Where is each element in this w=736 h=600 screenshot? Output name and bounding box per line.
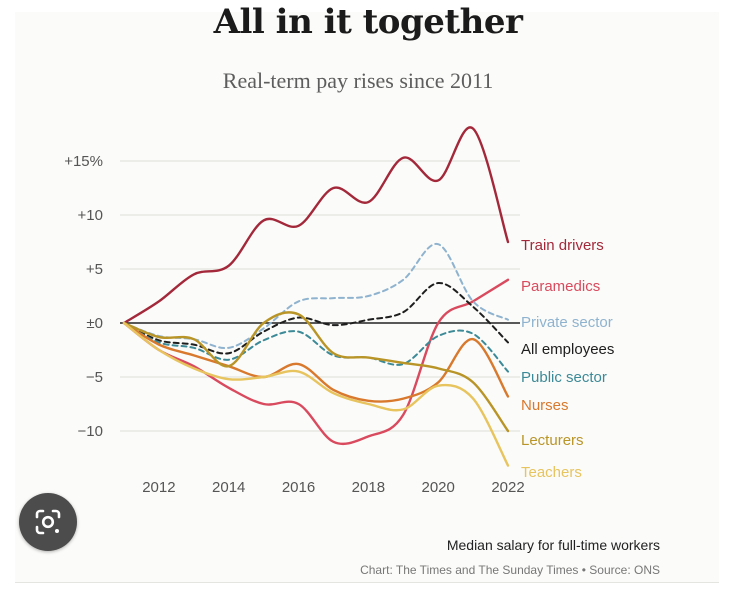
x-tick-label: 2014 [212, 479, 245, 496]
series-line-teachers [122, 321, 510, 467]
y-tick-label: ±0 [86, 315, 103, 332]
series-line-lecturers [122, 311, 510, 433]
chart-subtitle: Real-term pay rises since 2011 [222, 68, 494, 93]
y-tick-label: +5 [86, 261, 103, 278]
series-label-nurses: Nurses [521, 397, 569, 414]
series-line-all-employees [123, 282, 509, 355]
series-label-public-sector: Public sector [521, 369, 607, 386]
series-line-paramedics [122, 278, 510, 446]
footer-note: Median salary for full-time workers [446, 537, 660, 553]
chart-card [15, 12, 719, 583]
series-labels: Train drivers Paramedics Private sector All… [521, 237, 614, 481]
y-tick-label: −5 [86, 369, 103, 386]
series-label-teachers: Teachers [521, 464, 582, 481]
series-label-paramedics: Paramedics [521, 278, 600, 295]
y-axis-ticks: +15% +10 +5 ±0 −5 −10 [64, 153, 103, 440]
series-label-private-sector: Private sector [521, 314, 613, 331]
series-line-public-sector [123, 322, 509, 373]
series-label-lecturers: Lecturers [521, 432, 584, 449]
x-tick-label: 2016 [282, 479, 315, 496]
y-tick-label: −10 [78, 423, 103, 440]
y-tick-label: +15% [64, 153, 103, 170]
chart-title: All in it together [213, 2, 523, 42]
series-lines [122, 126, 510, 467]
x-tick-label: 2012 [142, 479, 175, 496]
series-label-all-employees: All employees [521, 341, 614, 358]
google-lens-icon [35, 509, 61, 535]
y-tick-label: +10 [78, 207, 103, 224]
x-tick-label: 2018 [352, 479, 385, 496]
footer-source: Chart: The Times and The Sunday Times • … [360, 563, 660, 577]
series-line-private-sector [123, 243, 509, 350]
series-line-train-drivers [122, 126, 510, 325]
x-axis-ticks: 2012 2014 2016 2018 2020 2022 [142, 479, 524, 496]
x-tick-label: 2022 [491, 479, 524, 496]
x-tick-label: 2020 [421, 479, 454, 496]
series-label-train-drivers: Train drivers [521, 237, 604, 254]
google-lens-button[interactable] [19, 493, 77, 551]
line-chart: +15% +10 +5 ±0 −5 −10 2012 2014 2016 2018 2020 202… [64, 126, 614, 496]
